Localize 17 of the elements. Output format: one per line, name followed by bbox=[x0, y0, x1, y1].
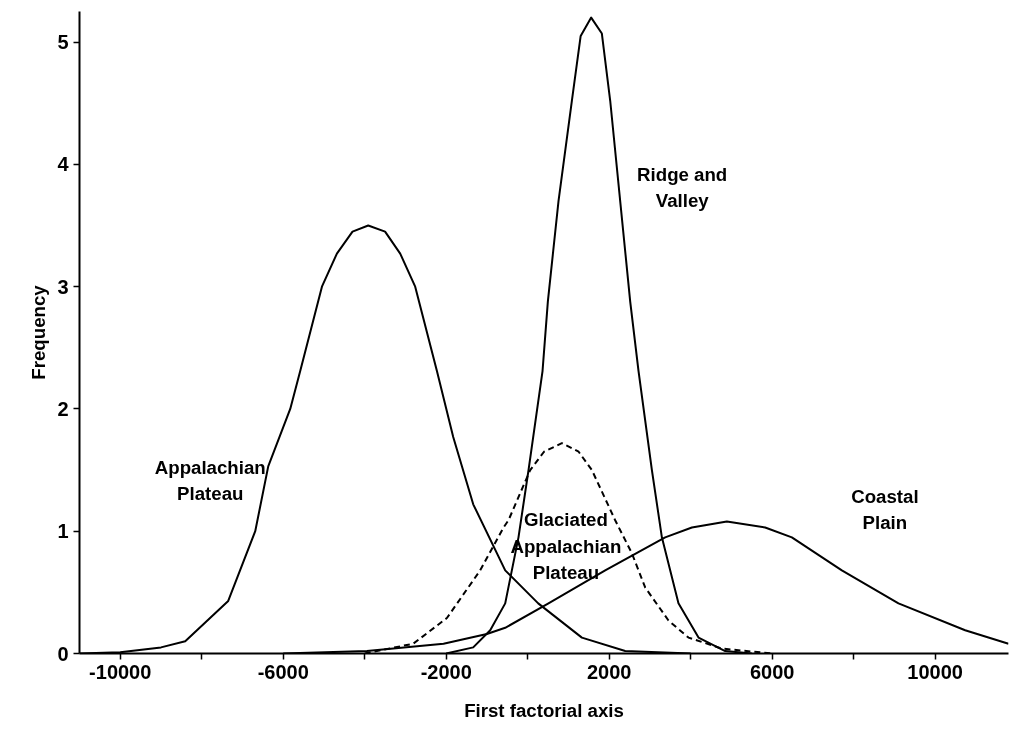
y-tick-label: 1 bbox=[57, 520, 69, 543]
y-tick-label: 2 bbox=[57, 397, 69, 420]
y-tick-label: 3 bbox=[57, 275, 69, 298]
x-axis-title: First factorial axis bbox=[464, 699, 624, 721]
y-tick-label: 4 bbox=[57, 153, 70, 176]
y-tick-label: 0 bbox=[57, 642, 69, 665]
x-tick-label: 6000 bbox=[749, 660, 795, 683]
x-tick-label: -6000 bbox=[257, 660, 309, 683]
x-tick-label: 2000 bbox=[586, 660, 632, 683]
series-label: Ridge and Valley bbox=[637, 163, 728, 212]
x-tick-label: -2000 bbox=[420, 660, 472, 683]
y-tick-label: 5 bbox=[57, 31, 69, 54]
series-label: Coastal Plain bbox=[851, 485, 919, 534]
series-label: Appalachian Plateau bbox=[154, 456, 266, 505]
y-axis-title: Frequency bbox=[28, 284, 50, 380]
x-tick-label: 10000 bbox=[907, 660, 963, 683]
x-tick-label: -10000 bbox=[89, 660, 152, 683]
